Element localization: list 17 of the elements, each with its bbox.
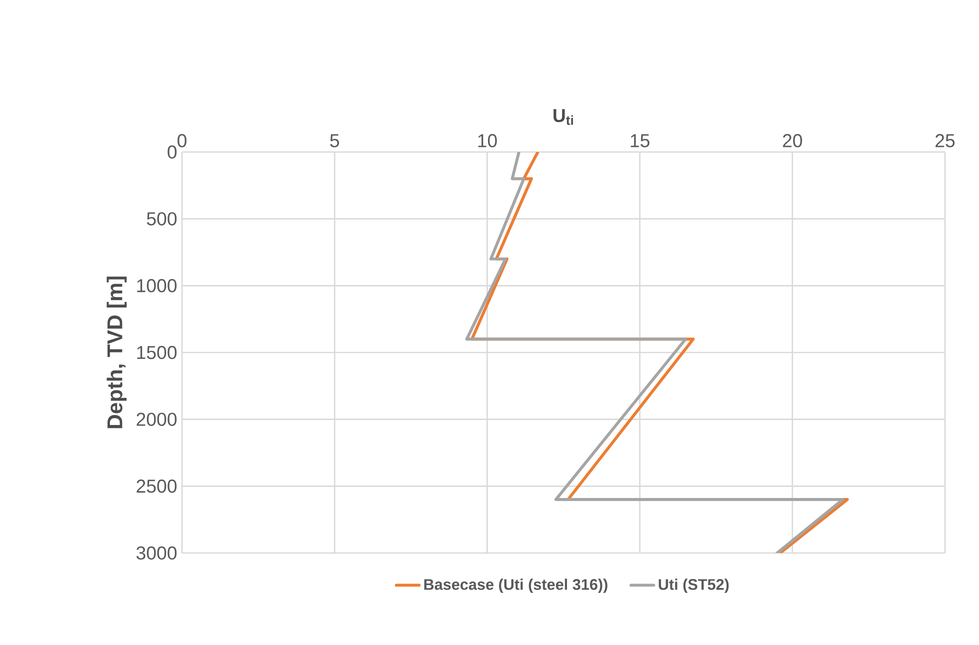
y-tick-label: 3000 bbox=[136, 546, 177, 560]
legend-label: Basecase (Uti (steel 316)) bbox=[424, 578, 608, 593]
x-tick-label: 25 bbox=[936, 134, 955, 148]
y-tick-label: 2500 bbox=[136, 480, 177, 493]
y-tick-label: 500 bbox=[146, 212, 177, 226]
x-tick-label: 10 bbox=[478, 134, 497, 148]
y-tick-label: 1500 bbox=[137, 346, 177, 360]
legend-label: Uti (ST52) bbox=[658, 578, 729, 593]
y-tick-label: 0 bbox=[168, 145, 177, 159]
x-tick-label: 5 bbox=[330, 134, 340, 148]
x-tick-label: 15 bbox=[630, 134, 650, 148]
y-tick-label: 2000 bbox=[136, 412, 177, 426]
x-tick-label: 20 bbox=[782, 134, 802, 148]
x-axis-title: U$_{ti}$ bbox=[554, 109, 573, 125]
y-tick-label: 1000 bbox=[137, 279, 177, 292]
y-axis-title: Depth, TVD [m] bbox=[106, 276, 127, 428]
x-tick-label: 0 bbox=[178, 134, 186, 148]
